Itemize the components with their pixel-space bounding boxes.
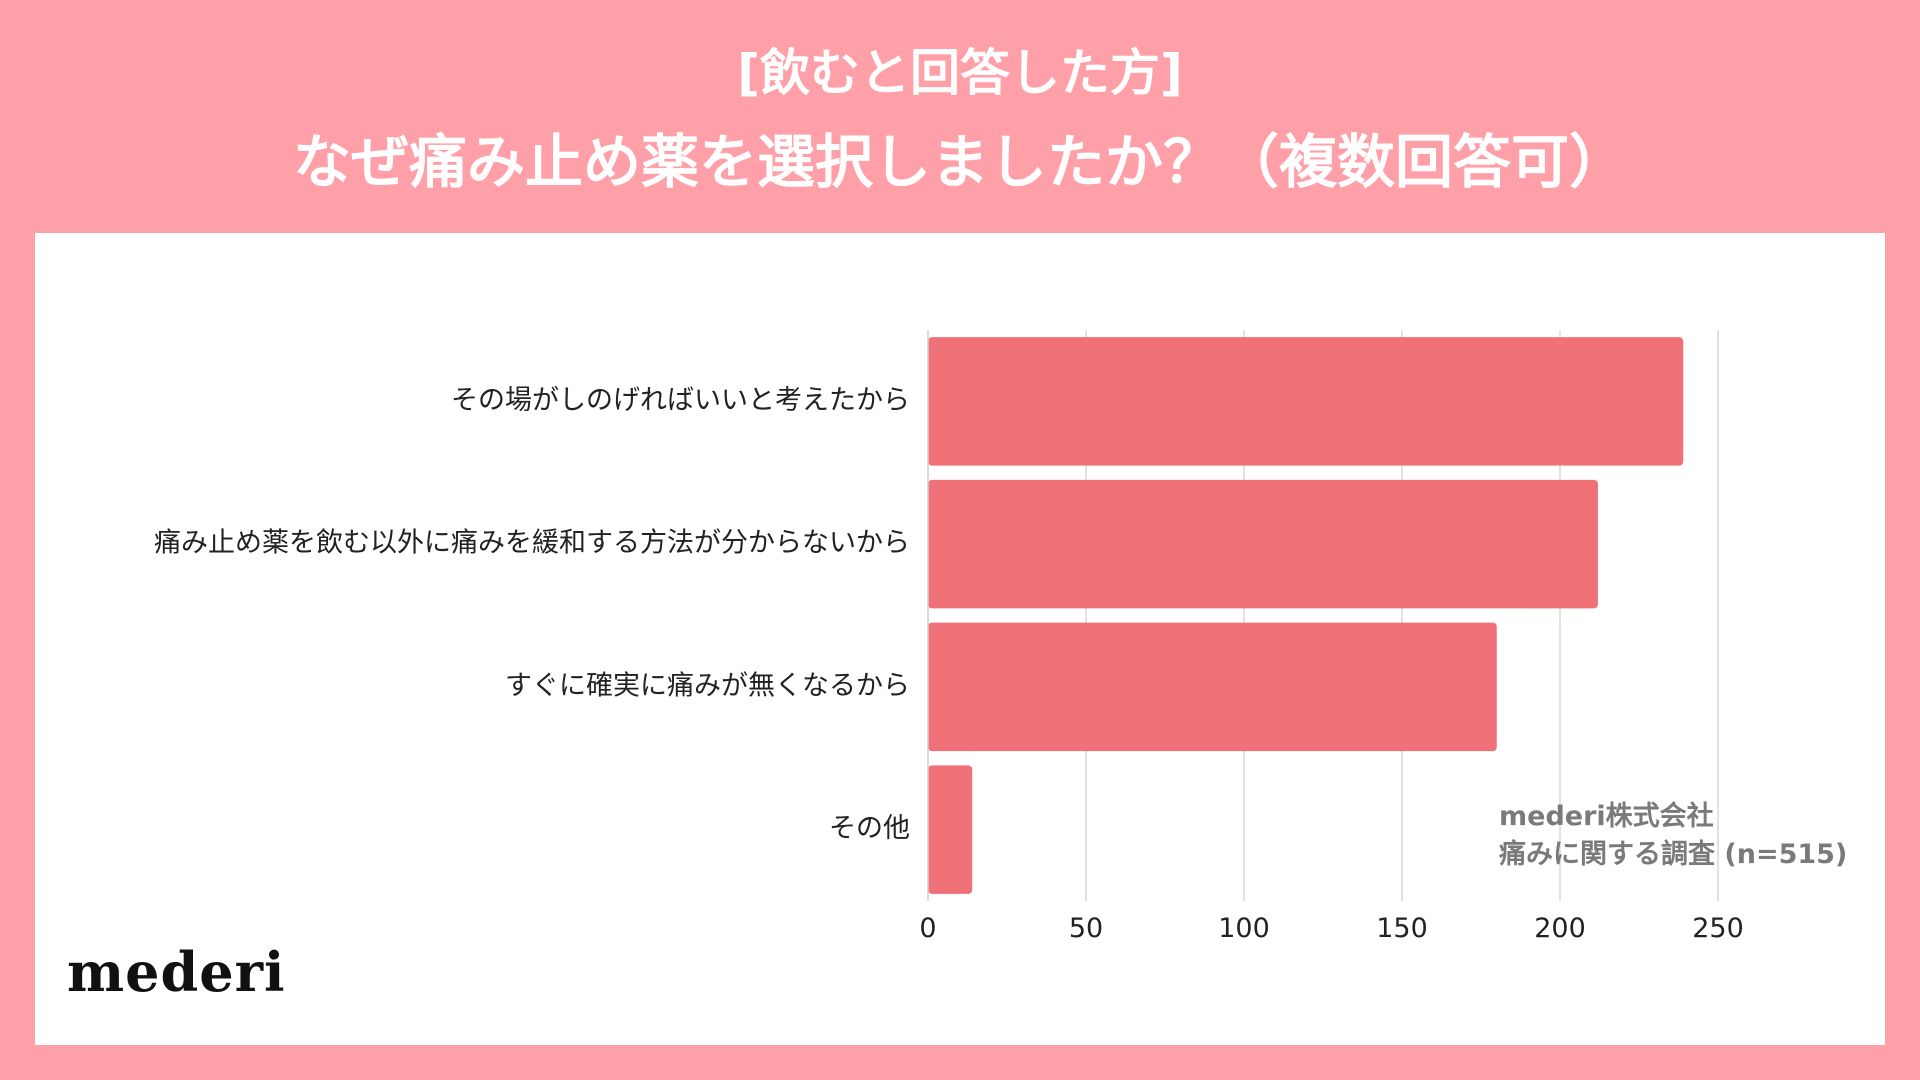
bar-chart: その場がしのげればいいと考えたから痛み止め薬を飲む以外に痛みを緩和する方法が分か… <box>154 330 1744 944</box>
x-tick-label: 150 <box>1376 913 1428 944</box>
bar <box>928 622 1497 752</box>
x-tick-label: 50 <box>1069 913 1103 944</box>
category-label: その場がしのげればいいと考えたから <box>451 385 910 416</box>
bar <box>928 765 973 894</box>
bar <box>928 337 1684 466</box>
chart-panel: その場がしのげればいいと考えたから痛み止め薬を飲む以外に痛みを緩和する方法が分か… <box>35 233 1885 1045</box>
x-tick-label: 100 <box>1218 913 1270 944</box>
source-survey: 痛みに関する調査 (n=515) <box>1499 839 1848 870</box>
bar <box>928 479 1598 609</box>
source-note: mederi株式会社 痛みに関する調査 (n=515) <box>1499 798 1847 874</box>
category-label: その他 <box>829 813 910 844</box>
chart-subtitle: [飲むと回答した方] <box>737 44 1183 102</box>
source-company: mederi株式会社 <box>1499 801 1714 832</box>
mederi-logo: mederi <box>67 940 286 1004</box>
header: [飲むと回答した方] なぜ痛み止め薬を選択しましたか？（複数回答可） <box>0 0 1920 233</box>
chart-title: なぜ痛み止め薬を選択しましたか？（複数回答可） <box>292 128 1627 196</box>
category-label: 痛み止め薬を飲む以外に痛みを緩和する方法が分からないから <box>154 528 910 559</box>
category-label: すぐに確実に痛みが無くなるから <box>505 670 910 701</box>
x-tick-label: 200 <box>1534 913 1586 944</box>
x-tick-label: 0 <box>919 913 936 944</box>
x-tick-label: 250 <box>1692 913 1744 944</box>
